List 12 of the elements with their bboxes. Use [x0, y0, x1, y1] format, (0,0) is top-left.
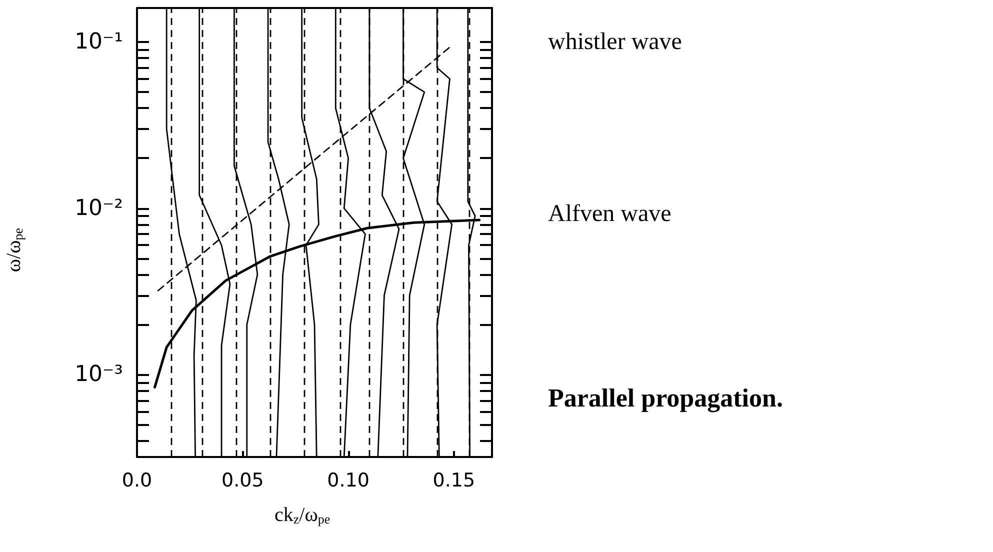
y-tick-label: 10⁻³: [74, 362, 123, 388]
x-tick-label: 0.10: [327, 470, 370, 492]
y-tick-label: 10⁻¹: [74, 29, 123, 54]
text: whistler wave: [548, 29, 682, 55]
text: Alfven wave: [548, 201, 672, 227]
x-tick-label: 0.0: [122, 470, 152, 492]
y-tick-label: 10⁻²: [74, 196, 123, 221]
y-axis-title: ω/ωpe: [3, 228, 26, 272]
x-tick-label: 0.05: [222, 470, 264, 492]
x-tick-label: 0.15: [432, 470, 476, 492]
x-axis-title: ckz/ωpe: [274, 504, 330, 526]
text: Parallel propagation.: [548, 384, 783, 412]
